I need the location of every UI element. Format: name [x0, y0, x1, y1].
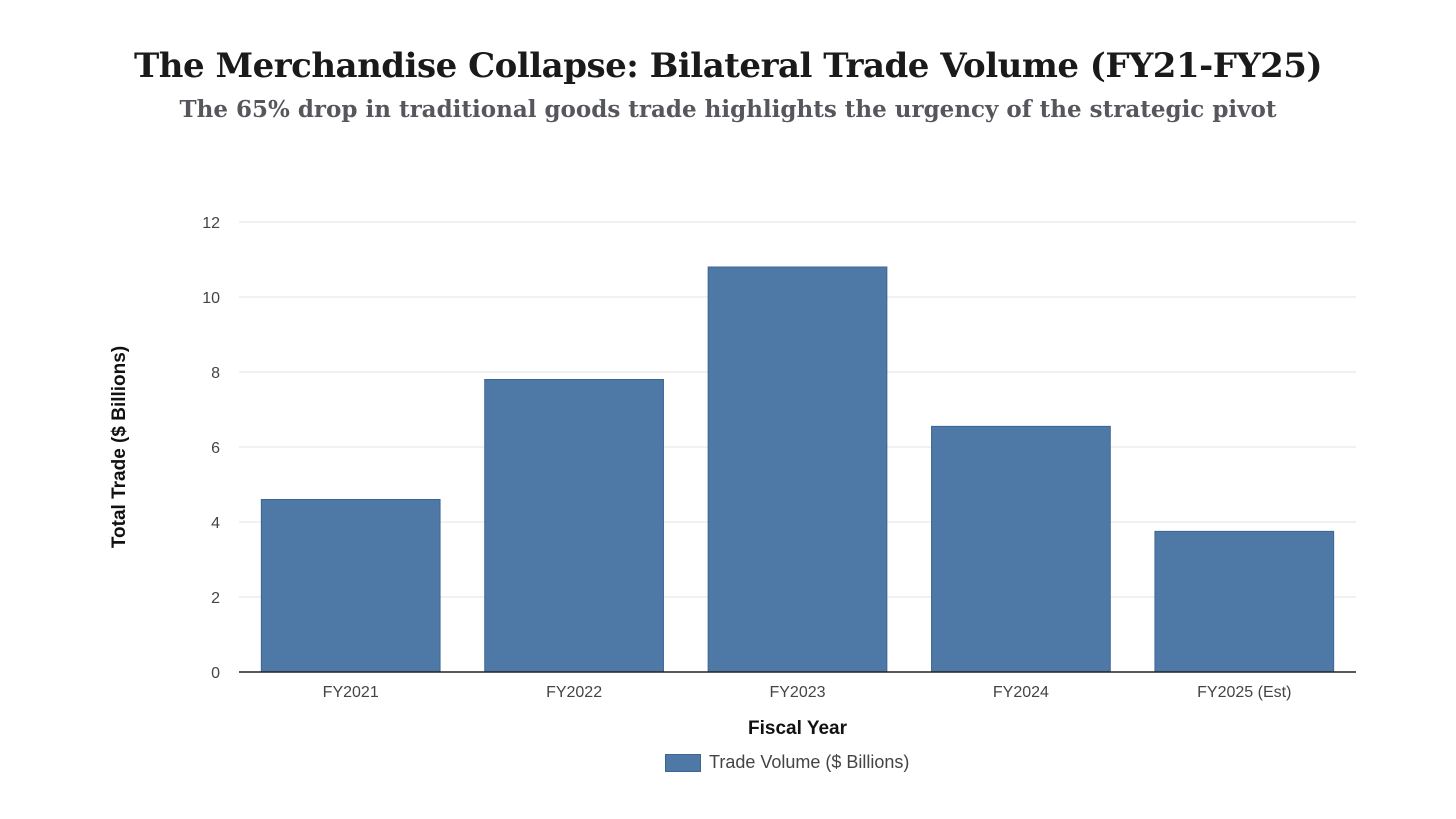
- x-axis-ticks: FY2021 FY2022 FY2023 FY2024 FY2025 (Est): [323, 684, 1292, 701]
- y-tick-label: 4: [211, 515, 220, 532]
- legend: Trade Volume ($ Billions): [665, 752, 909, 773]
- y-tick-label: 12: [202, 215, 220, 232]
- y-tick-label: 0: [211, 665, 220, 682]
- bar: [931, 425, 1111, 673]
- y-axis-ticks: 0 2 4 6 8 10 12: [202, 215, 220, 682]
- x-tick-label: FY2021: [323, 684, 379, 701]
- legend-swatch: [665, 753, 701, 772]
- x-tick-label: FY2023: [769, 684, 825, 701]
- y-tick-label: 6: [211, 440, 220, 457]
- x-tick-label: FY2022: [546, 684, 602, 701]
- y-tick-label: 2: [211, 590, 220, 607]
- y-tick-label: 8: [211, 365, 220, 382]
- chart-subtitle: The 65% drop in traditional goods trade …: [179, 96, 1277, 123]
- y-tick-label: 10: [202, 290, 220, 307]
- bar: [260, 499, 441, 673]
- bar: [484, 379, 664, 673]
- y-axis-title: Total Trade ($ Billions): [109, 346, 130, 548]
- legend-label: Trade Volume ($ Billions): [709, 752, 910, 772]
- chart-title: The Merchandise Collapse: Bilateral Trad…: [133, 46, 1323, 86]
- x-tick-label: FY2024: [993, 684, 1049, 701]
- bar: [1154, 530, 1335, 673]
- x-axis-title: Fiscal Year: [748, 718, 848, 739]
- bars: [260, 266, 1335, 673]
- bar: [707, 266, 888, 673]
- x-tick-label: FY2025 (Est): [1197, 684, 1291, 701]
